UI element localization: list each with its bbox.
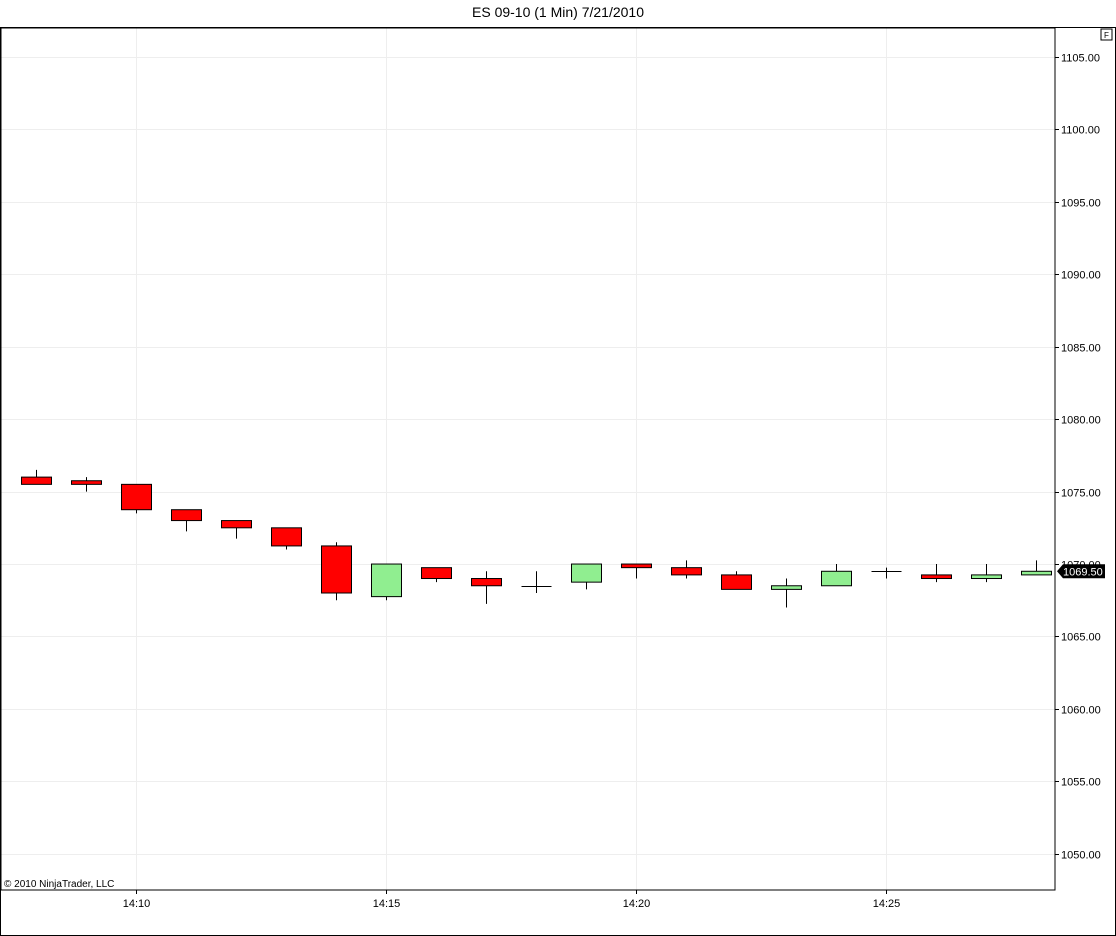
candle-body (371, 563, 402, 598)
y-tick-label: 1105.00 (1061, 53, 1100, 65)
y-tick-label: 1055.00 (1061, 777, 1101, 789)
candle-body (421, 567, 452, 580)
candle-body (221, 520, 252, 529)
candle (1021, 560, 1052, 576)
last-price-label: 1069.50 (1063, 566, 1103, 578)
y-tick-label: 1060.00 (1061, 705, 1101, 717)
candle-body (471, 578, 502, 587)
box-button[interactable]: F (1100, 28, 1113, 41)
candle (871, 567, 902, 579)
x-tick-label: 14:10 (123, 898, 151, 910)
y-tick-label: 1095.00 (1061, 198, 1101, 210)
outer-frame (0, 27, 1116, 936)
y-tick-label: 1080.00 (1061, 415, 1101, 427)
candle (221, 520, 252, 539)
x-tick-label: 14:20 (623, 898, 651, 910)
grid-lines (1, 28, 1055, 890)
y-tick-label: 1050.00 (1061, 850, 1101, 862)
candle (571, 563, 602, 590)
candle (171, 509, 202, 532)
candle (971, 564, 1002, 583)
candle-body (971, 574, 1002, 580)
y-tick-label: 1090.00 (1061, 270, 1101, 282)
candle (271, 527, 302, 550)
candle (121, 483, 152, 514)
x-tick-label: 14:15 (373, 898, 401, 910)
candle (321, 542, 352, 601)
candle-body (21, 476, 52, 485)
candle (821, 564, 852, 587)
y-tick-label: 1085.00 (1061, 343, 1101, 355)
box-button-label: F (1104, 31, 1109, 40)
candle-body (171, 509, 202, 522)
candle-body (571, 563, 602, 583)
candles (21, 469, 1052, 608)
candle-body (771, 585, 802, 590)
chart-title: ES 09-10 (1 Min) 7/21/2010 (472, 4, 644, 20)
candle (21, 469, 52, 485)
y-tick-label: 1065.00 (1061, 632, 1101, 644)
candle-body (321, 545, 352, 594)
copyright-text: © 2010 NinjaTrader, LLC (4, 879, 114, 890)
y-tick-label: 1075.00 (1061, 488, 1101, 500)
x-axis: 14:10 14:15 14:20 14:25 (123, 890, 901, 910)
candle-body (921, 574, 952, 580)
candle (721, 571, 752, 590)
plot-area-frame (0, 27, 1056, 891)
last-price-tag: 1069.50 (1057, 564, 1105, 579)
candle-body (621, 563, 652, 569)
candle-body (1021, 570, 1052, 576)
candle (671, 560, 702, 579)
candle (521, 571, 552, 594)
candle (921, 564, 952, 583)
candle-body (121, 483, 152, 511)
candle (621, 563, 652, 579)
y-tick-label: 1100.00 (1061, 125, 1100, 137)
candle-body (821, 570, 852, 587)
candle (771, 578, 802, 608)
candle-body (721, 574, 752, 590)
candle-body (71, 480, 102, 485)
x-tick-label: 14:25 (873, 898, 901, 910)
candle (71, 477, 102, 492)
candle-body (271, 527, 302, 547)
y-axis: 1105.00 1100.00 1095.00 1090.00 1085.00 1080.… (1055, 53, 1101, 862)
candle (421, 567, 452, 583)
candle (371, 563, 402, 601)
last-price-marker (1057, 564, 1105, 579)
candle (471, 571, 502, 604)
candle-body (671, 567, 702, 576)
